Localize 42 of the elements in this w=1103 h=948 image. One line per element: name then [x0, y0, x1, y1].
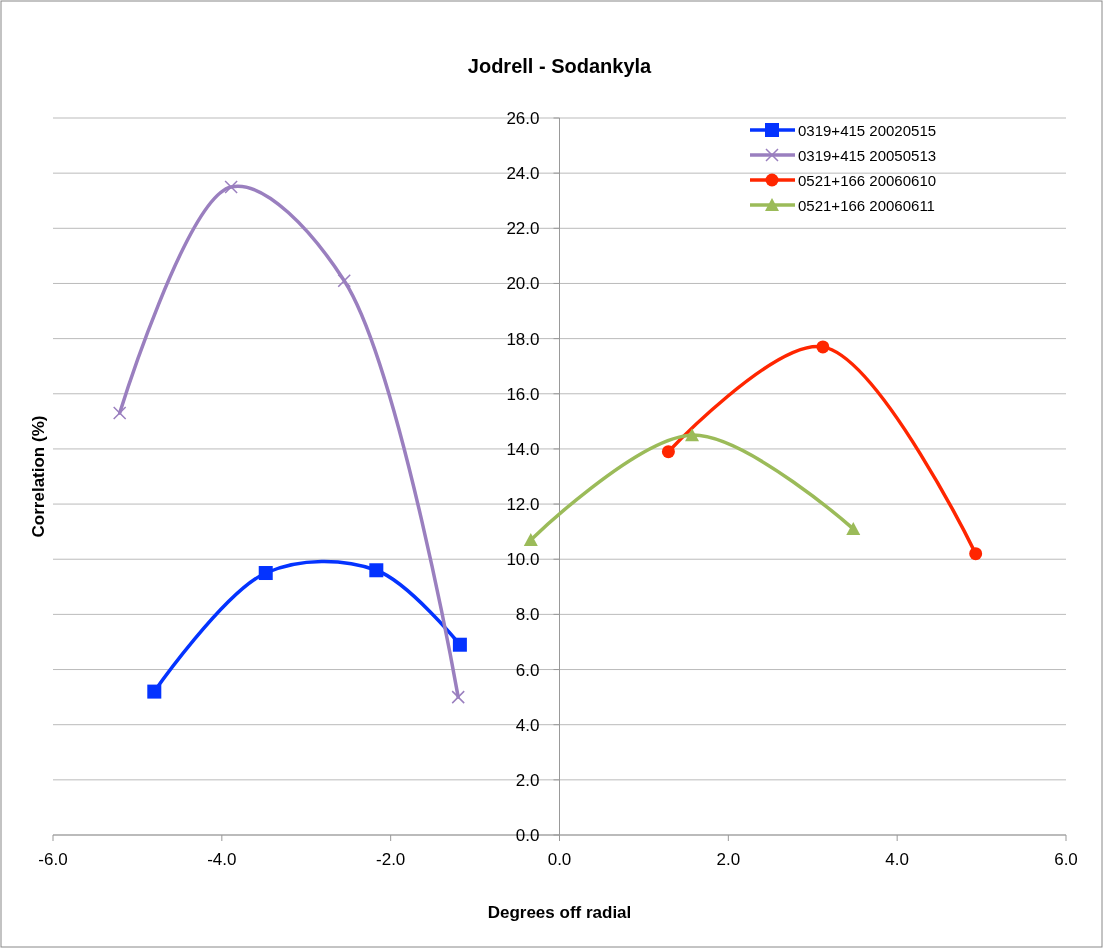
x-tick-label: -6.0 [38, 850, 68, 869]
point [451, 690, 465, 704]
legend-label: 0521+166 20060610 [798, 172, 937, 189]
legend-label: 0319+415 20050513 [798, 147, 937, 164]
y-tick-label: 10.0 [506, 550, 540, 570]
x-tick-label: -2.0 [376, 850, 406, 869]
x-tick-label: 6.0 [1054, 850, 1078, 869]
y-tick-label: 18.0 [506, 329, 540, 349]
point [846, 521, 861, 535]
legend-label: 0521+166 20060611 [798, 197, 935, 214]
point [224, 180, 238, 194]
y-tick-label: 0.0 [515, 826, 540, 845]
legend-label: 0319+415 20020515 [798, 122, 937, 139]
point [523, 532, 538, 546]
y-tick-label: 22.0 [506, 219, 540, 239]
x-tick-label: 0.0 [547, 850, 572, 869]
x-tick-label: 2.0 [716, 850, 741, 869]
y-tick-label: 20.0 [506, 274, 540, 294]
point [685, 428, 700, 442]
y-tick-label: 2.0 [515, 770, 540, 790]
y-tick-label: 8.0 [515, 605, 540, 625]
y-axis-title: Correlation (%) [29, 415, 48, 538]
x-tick-label: -4.0 [207, 850, 237, 869]
x-tick-label: 4.0 [885, 850, 909, 869]
y-tick-label: 14.0 [506, 439, 540, 459]
y-tick-label: 12.0 [506, 495, 540, 515]
point [147, 684, 162, 699]
point [369, 563, 384, 578]
point [337, 273, 351, 288]
point [112, 406, 127, 420]
y-tick-label: 24.0 [506, 164, 540, 184]
chart-title: Jodrell - Sodankyla [467, 55, 653, 77]
point [452, 637, 467, 652]
point [969, 547, 983, 561]
point [816, 340, 830, 354]
x-axis-title: Degrees off radial [487, 903, 632, 922]
point [661, 445, 675, 459]
y-tick-label: 26.0 [506, 109, 540, 128]
point [258, 566, 273, 581]
y-tick-label: 6.0 [515, 660, 540, 680]
y-tick-label: 4.0 [515, 715, 540, 735]
y-tick-label: 16.0 [506, 384, 540, 404]
